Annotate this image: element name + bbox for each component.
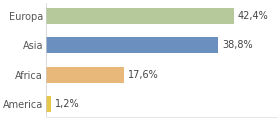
Bar [46, 37, 218, 53]
Bar [46, 67, 124, 83]
Text: 17,6%: 17,6% [128, 70, 158, 80]
Text: 38,8%: 38,8% [222, 40, 253, 50]
Text: 1,2%: 1,2% [55, 99, 79, 109]
Bar [46, 8, 234, 24]
Text: 42,4%: 42,4% [238, 11, 269, 21]
Bar [46, 96, 51, 112]
